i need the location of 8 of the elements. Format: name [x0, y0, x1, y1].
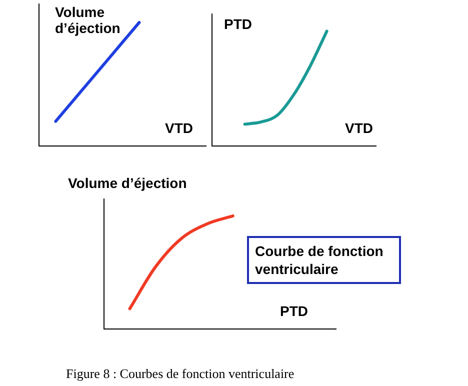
- y-axis-title: PTD: [224, 16, 253, 32]
- y-axis-title: Volume d’éjection: [55, 4, 122, 36]
- caption: Figure 8 : Courbes de fonction ventriculaire: [66, 366, 294, 382]
- x-axis-title: VTD: [345, 120, 373, 136]
- annotation: Courbe de fonction ventriculaire: [247, 236, 401, 284]
- x-axis-title: PTD: [280, 303, 308, 319]
- y-axis-title: Volume d’éjection: [68, 175, 188, 191]
- x-axis-title: VTD: [165, 120, 193, 136]
